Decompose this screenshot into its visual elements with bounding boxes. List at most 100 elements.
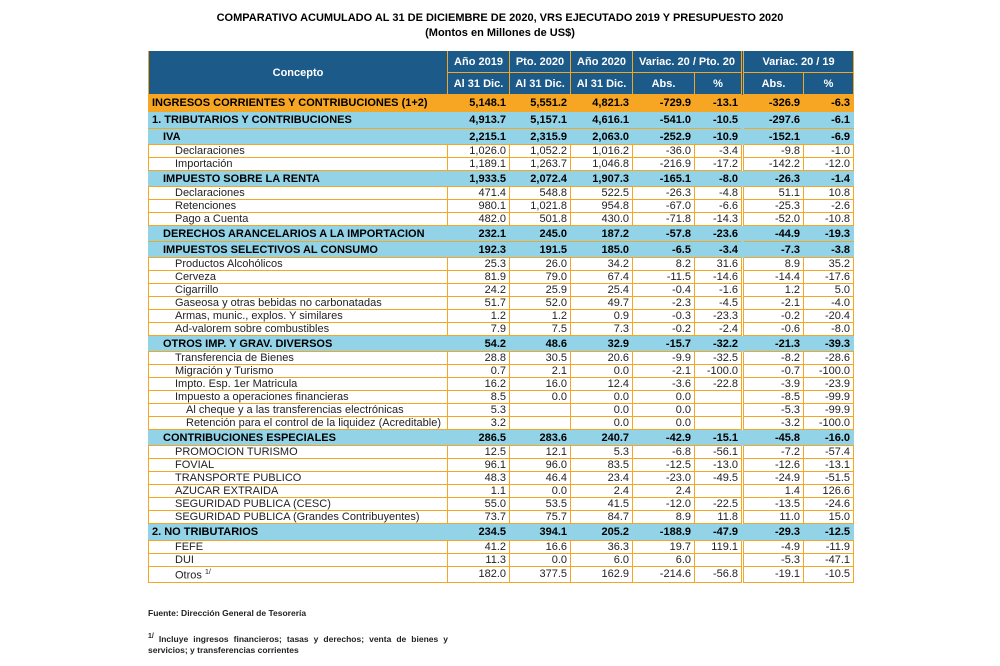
var-pto-pct: -10.5 <box>693 111 745 129</box>
var-19-pct: -100.0 <box>803 416 855 430</box>
row-label: Migración y Turismo <box>148 364 448 378</box>
value-2020: 0.0 <box>570 364 633 378</box>
row-label: Impto. Esp. 1er Matricula <box>148 377 448 391</box>
var-19-pct: -13.1 <box>803 458 855 472</box>
row-label: Transferencia de Bienes <box>148 351 448 365</box>
value-2020: 7.3 <box>570 322 633 336</box>
value-2019: 28.8 <box>447 351 510 365</box>
var-pto-pct: -56.1 <box>693 445 745 459</box>
value-2019: 11.3 <box>447 553 510 567</box>
row-label: Retenciones <box>148 199 448 213</box>
header-al31-pto: Al 31 Dic. <box>509 72 571 95</box>
value-pto-2020: 12.1 <box>509 445 571 459</box>
var-19-pct: -10.8 <box>803 212 855 226</box>
var-pto-abs: -0.4 <box>632 283 695 297</box>
total-row: INGRESOS CORRIENTES Y CONTRIBUCIONES (1+… <box>148 94 855 112</box>
value-pto-2020: 548.8 <box>509 186 571 200</box>
var-19-abs: -25.3 <box>742 199 805 213</box>
var-pto-pct: -49.5 <box>693 471 745 485</box>
var-pto-abs: -6.5 <box>632 241 695 258</box>
var-pto-pct: -14.6 <box>693 270 745 284</box>
value-2020: 162.9 <box>570 566 633 583</box>
value-2019: 286.5 <box>447 429 510 446</box>
table-row: Transferencia de Bienes 28.8 30.5 20.6 -9.9-… <box>148 351 855 365</box>
var-pto-abs: -0.2 <box>632 322 695 336</box>
var-pto-abs: 2.4 <box>632 484 695 498</box>
row-label: Armas, munic., explos. Y similares <box>148 309 448 323</box>
row-label: FEFE <box>148 540 448 554</box>
row-label: 2. NO TRIBUTARIOS <box>148 523 448 541</box>
value-2020: 0.0 <box>570 416 633 430</box>
value-pto-2020: 2.1 <box>509 364 571 378</box>
table-row: Migración y Turismo 0.7 2.1 0.0 -2.1 -100.0 -0… <box>148 364 855 378</box>
var-19-abs: -19.1 <box>742 566 805 583</box>
var-pto-pct: -32.5 <box>693 351 745 365</box>
value-pto-2020: 30.5 <box>509 351 571 365</box>
value-2019: 25.3 <box>447 257 510 271</box>
var-pto-abs: -6.8 <box>632 445 695 459</box>
var-19-pct: -24.6 <box>803 497 855 511</box>
table-row: AZUCAR EXTRAIDA 1.1 0.0 2.4 2.4 1.4 126.6 <box>148 484 855 498</box>
var-19-pct: -6.3 <box>803 94 855 112</box>
section-row: CONTRIBUCIONES ESPECIALES 286.5 283.6 240.7… <box>148 429 855 446</box>
var-19-abs: -7.2 <box>742 445 805 459</box>
row-label: AZUCAR EXTRAIDA <box>148 484 448 498</box>
var-pto-pct: 119.1 <box>693 540 745 554</box>
section-row: IVA 2,215.1 2,315.9 2,063.0 -252.9 -10.9 -152.… <box>148 128 855 145</box>
value-2020: 32.9 <box>570 335 633 352</box>
var-pto-abs: -67.0 <box>632 199 695 213</box>
value-2019: 73.7 <box>447 510 510 524</box>
var-19-pct: -19.3 <box>803 225 855 242</box>
footnote-text: Incluye ingresos financieros; tasas y de… <box>148 633 448 655</box>
var-19-pct: -28.6 <box>803 351 855 365</box>
value-2020: 0.0 <box>570 403 633 417</box>
var-pto-abs: 0.0 <box>632 416 695 430</box>
table-row: Impuesto a operaciones financieras 8.5 0.0… <box>148 390 855 404</box>
value-2019: 1,026.0 <box>447 144 510 158</box>
var-19-pct: -12.5 <box>803 523 855 541</box>
value-pto-2020: 1,263.7 <box>509 157 571 171</box>
row-label: Importación <box>148 157 448 171</box>
value-2019: 1.2 <box>447 309 510 323</box>
header-abs-pto: Abs. <box>632 72 695 95</box>
row-label: IMPUESTO SOBRE LA RENTA <box>148 170 448 187</box>
value-2019: 980.1 <box>447 199 510 213</box>
value-2020: 205.2 <box>570 523 633 541</box>
value-pto-2020: 5,157.1 <box>509 111 571 129</box>
value-pto-2020: 1,021.8 <box>509 199 571 213</box>
var-pto-abs: -2.1 <box>632 364 695 378</box>
row-label: CONTRIBUCIONES ESPECIALES <box>148 429 448 446</box>
value-2020: 25.4 <box>570 283 633 297</box>
header-abs-19: Abs. <box>742 72 805 95</box>
var-pto-abs: -214.6 <box>632 566 695 583</box>
var-pto-pct: 31.6 <box>693 257 745 271</box>
var-19-pct: -16.0 <box>803 429 855 446</box>
value-2020: 2,063.0 <box>570 128 633 145</box>
var-19-abs: -8.5 <box>742 390 805 404</box>
var-pto-pct: -47.9 <box>693 523 745 541</box>
header-var-budget: Variac. 20 / Pto. 20 <box>631 51 745 73</box>
var-19-abs: -21.3 <box>742 335 805 352</box>
report-title: COMPARATIVO ACUMULADO AL 31 DE DICIEMBRE… <box>216 12 784 24</box>
value-pto-2020: 0.0 <box>509 390 571 404</box>
row-label: SEGURIDAD PUBLICA (CESC) <box>148 497 448 511</box>
var-19-pct: -4.0 <box>803 296 855 310</box>
value-2020: 522.5 <box>570 186 633 200</box>
var-pto-abs: -9.9 <box>632 351 695 365</box>
var-19-abs: -7.3 <box>742 241 805 258</box>
value-pto-2020: 7.5 <box>509 322 571 336</box>
value-2020: 1,016.2 <box>570 144 633 158</box>
value-2019: 81.9 <box>447 270 510 284</box>
row-label: Cigarrillo <box>148 283 448 297</box>
var-pto-pct: -14.3 <box>693 212 745 226</box>
var-pto-pct: -13.1 <box>693 94 745 112</box>
var-pto-abs: -216.9 <box>632 157 695 171</box>
value-2019: 41.2 <box>447 540 510 554</box>
var-pto-pct <box>693 390 745 404</box>
var-pto-pct: 11.8 <box>693 510 745 524</box>
value-2020: 41.5 <box>570 497 633 511</box>
var-pto-abs: -57.8 <box>632 225 695 242</box>
var-19-abs: 51.1 <box>742 186 805 200</box>
var-pto-abs: 8.9 <box>632 510 695 524</box>
var-19-abs: -4.9 <box>742 540 805 554</box>
